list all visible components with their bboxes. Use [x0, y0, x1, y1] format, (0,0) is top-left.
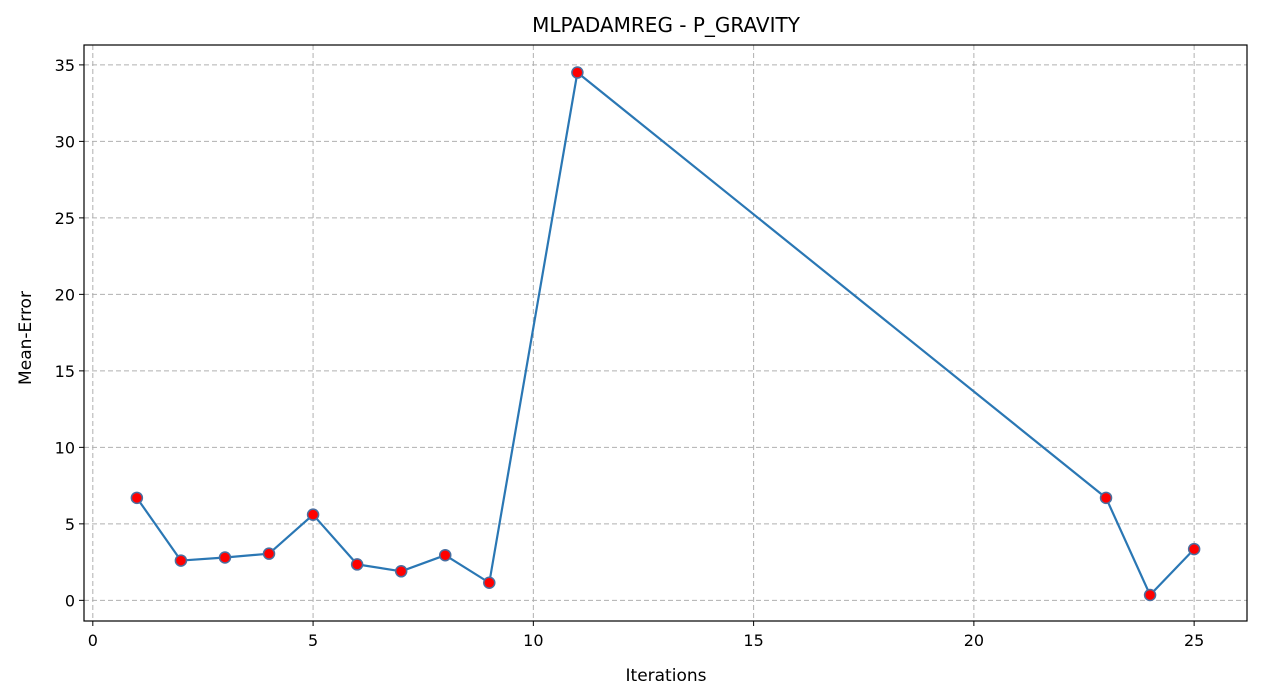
data-point [483, 576, 496, 590]
data-point [1099, 491, 1113, 505]
data-point [1187, 542, 1201, 556]
y-tick-label: 15 [55, 362, 75, 381]
x-axis-ticks: 0 5 10 15 20 25 [88, 621, 1204, 650]
y-tick-label: 5 [65, 515, 75, 534]
x-tick-label: 0 [88, 631, 98, 650]
x-tick-label: 5 [308, 631, 318, 650]
x-tick-label: 20 [964, 631, 984, 650]
data-point [218, 551, 232, 564]
series-line-group [130, 66, 1201, 602]
plot-frame [83, 44, 1248, 622]
x-tick-label: 15 [743, 631, 763, 650]
y-axis-ticks: 0 5 10 15 20 25 30 35 [55, 56, 84, 610]
data-point [571, 66, 584, 79]
y-tick-label: 0 [65, 591, 75, 610]
data-point [1143, 588, 1157, 602]
x-axis-label: Iterations [626, 666, 707, 686]
y-tick-label: 20 [55, 285, 75, 304]
y-axis-label: Mean-Error [16, 291, 36, 385]
x-tick-label: 25 [1184, 631, 1204, 650]
y-tick-label: 30 [55, 132, 75, 151]
y-tick-label: 35 [55, 56, 75, 75]
data-point [262, 547, 276, 560]
chart-title: MLPADAMREG - P_GRAVITY [532, 13, 801, 37]
y-tick-label: 25 [55, 209, 75, 228]
series-line [135, 71, 1195, 597]
x-tick-label: 10 [523, 631, 543, 650]
data-point [394, 565, 408, 578]
grid [84, 45, 1247, 621]
data-point [350, 558, 364, 571]
data-point [438, 548, 452, 562]
data-point [130, 491, 144, 505]
data-point [306, 508, 320, 521]
y-tick-label: 10 [55, 438, 75, 457]
data-point [174, 554, 188, 567]
